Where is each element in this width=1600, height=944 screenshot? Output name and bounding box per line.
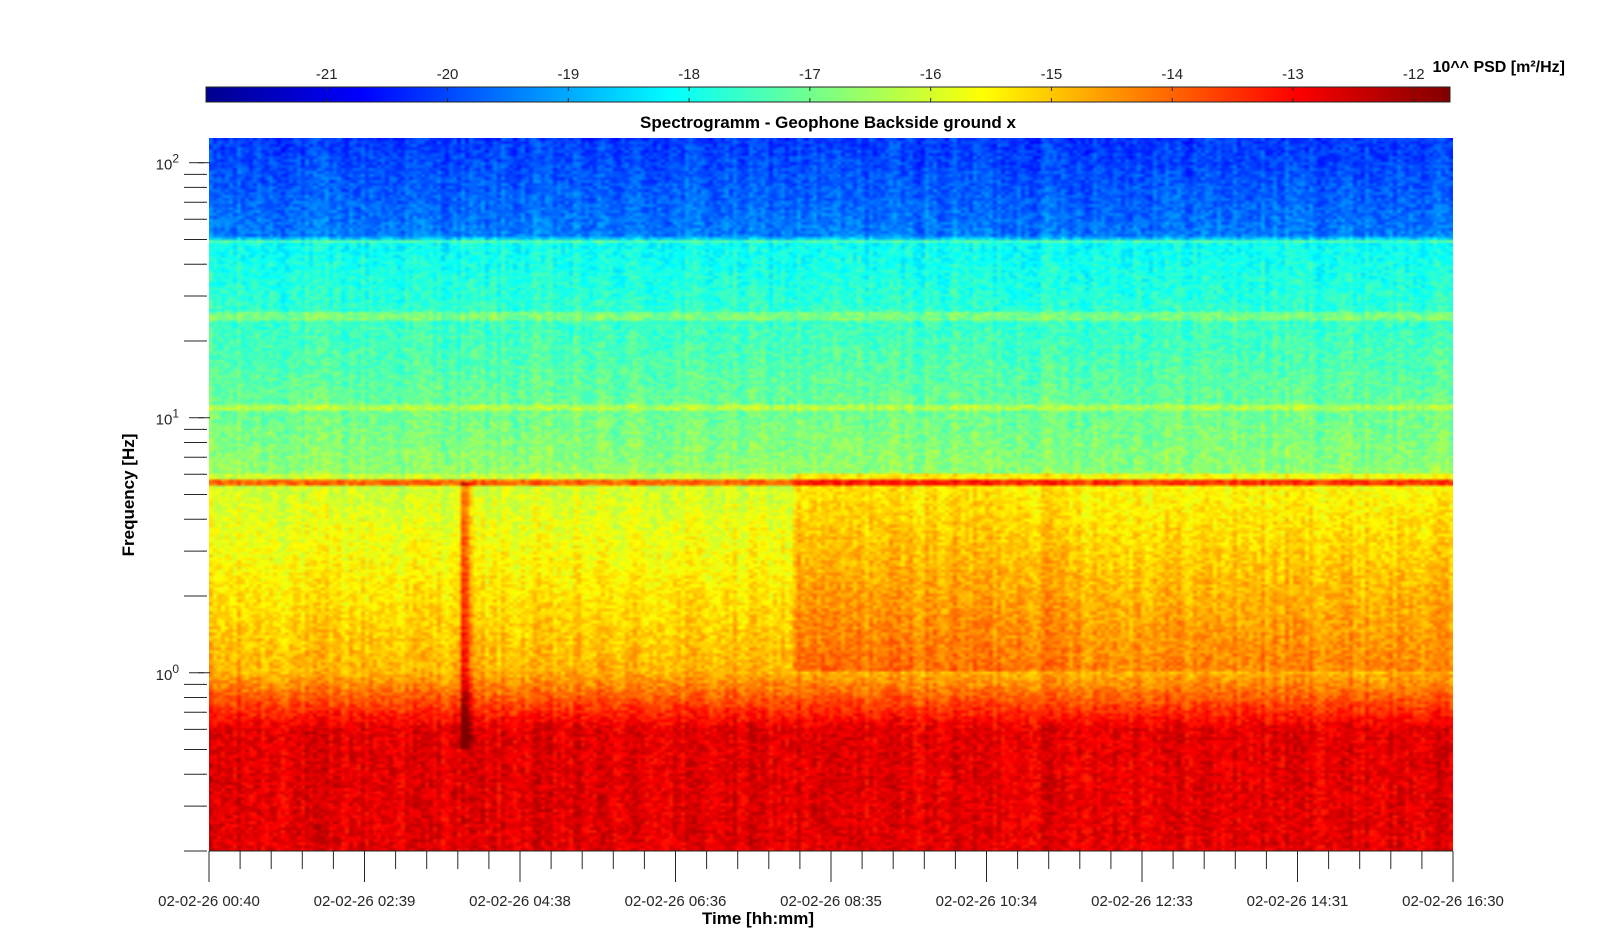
x-tick-label: 02-02-26 08:35 <box>780 893 882 910</box>
colorbar-tick-label: -14 <box>1161 66 1183 83</box>
y-tick-label: 100 <box>156 662 180 684</box>
x-tick-label: 02-02-26 04:38 <box>469 893 571 910</box>
chart-title: Spectrogramm - Geophone Backside ground … <box>640 113 1017 132</box>
x-axis: 02-02-26 00:40 02-02-26 02:39 02-02-26 04:… <box>158 850 1504 910</box>
spectrogram-image <box>209 138 1453 851</box>
colorbar-tick-label: -19 <box>557 66 579 83</box>
y-axis-label: Frequency [Hz] <box>119 434 138 557</box>
colorbar-label: 10^^ PSD [m²/Hz] <box>1433 59 1565 76</box>
colorbar-tick-label: -16 <box>920 66 942 83</box>
spectrogram-heatmap <box>209 138 1453 851</box>
colorbar-tick-label: -18 <box>678 66 700 83</box>
x-tick-label: 02-02-26 02:39 <box>314 893 416 910</box>
y-tick-label-exponent: 2 <box>172 152 179 166</box>
colorbar-tick-label: -12 <box>1403 66 1425 83</box>
y-tick-label-base: 10 <box>156 412 173 429</box>
x-tick-label: 02-02-26 00:40 <box>158 893 260 910</box>
x-tick-label: 02-02-26 10:34 <box>936 893 1038 910</box>
y-tick-label-base: 10 <box>156 157 173 174</box>
colorbar-gradient <box>206 87 1450 102</box>
colorbar-tick-label: -21 <box>316 66 338 83</box>
y-tick-label: 101 <box>156 407 180 429</box>
colorbar-ticks: -21 -20 -19 -18 -17 -16 -15 -14 -13 -12 <box>316 66 1425 102</box>
colorbar-tick-label: -13 <box>1282 66 1304 83</box>
y-tick-label-base: 10 <box>156 667 173 684</box>
colorbar-tick-label: -17 <box>799 66 821 83</box>
y-tick-label-exponent: 1 <box>172 407 179 421</box>
colorbar-frame <box>205 86 1451 103</box>
x-tick-label: 02-02-26 12:33 <box>1091 893 1193 910</box>
colorbar-tick-label: -20 <box>437 66 459 83</box>
colorbar-tick-label: -15 <box>1041 66 1063 83</box>
colorbar: -21 -20 -19 -18 -17 -16 -15 -14 -13 -12 10^^ PSD … <box>205 59 1565 103</box>
x-axis-label: Time [hh:mm] <box>702 909 814 928</box>
x-tick-label: 02-02-26 14:31 <box>1247 893 1349 910</box>
x-tick-label: 02-02-26 16:30 <box>1402 893 1504 910</box>
y-tick-label-exponent: 0 <box>172 662 179 676</box>
y-tick-label: 102 <box>156 152 180 174</box>
x-tick-label: 02-02-26 06:36 <box>625 893 727 910</box>
